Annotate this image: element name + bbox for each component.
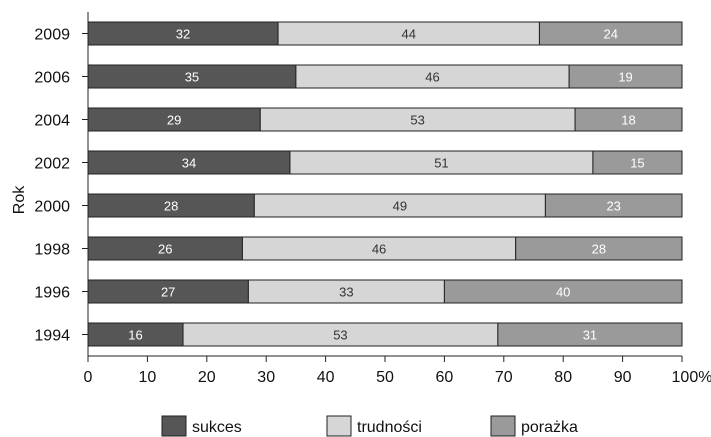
bar-segment bbox=[497, 322, 683, 347]
data-label: 16 bbox=[128, 328, 142, 343]
category-label: 1996 bbox=[34, 285, 70, 302]
x-tick-label: 50 bbox=[376, 369, 394, 386]
data-label: 35 bbox=[185, 70, 199, 85]
data-label: 49 bbox=[393, 199, 407, 214]
x-tick-label: 10 bbox=[139, 369, 157, 386]
data-label: 53 bbox=[410, 113, 424, 128]
category-label: 1998 bbox=[34, 242, 70, 259]
legend-swatch bbox=[326, 415, 352, 437]
category-label: 2006 bbox=[34, 70, 70, 87]
legend-swatch bbox=[490, 415, 516, 437]
data-label: 26 bbox=[158, 242, 172, 257]
data-label: 44 bbox=[402, 27, 416, 42]
bar-segment bbox=[544, 193, 683, 218]
legend-label: trudności bbox=[357, 419, 422, 436]
y-axis-title: Rok bbox=[11, 185, 28, 214]
x-tick-label: 20 bbox=[198, 369, 216, 386]
data-label: 46 bbox=[372, 242, 386, 257]
bar-segment bbox=[443, 279, 683, 304]
x-tick-label: 80 bbox=[554, 369, 572, 386]
category-labels: 2009 2006 2004 2002 2000 1998 1996 1994 bbox=[34, 27, 88, 345]
data-label: 32 bbox=[176, 27, 190, 42]
legend-item: trudności bbox=[326, 415, 422, 437]
x-tick-label: 90 bbox=[614, 369, 632, 386]
x-tick-label: 0 bbox=[84, 369, 93, 386]
x-tick-label: 40 bbox=[317, 369, 335, 386]
data-label: 28 bbox=[592, 242, 606, 257]
data-label: 33 bbox=[339, 285, 353, 300]
x-tick-label: 100% bbox=[672, 369, 711, 386]
data-label: 31 bbox=[583, 328, 597, 343]
data-label: 34 bbox=[182, 156, 196, 171]
category-label: 1994 bbox=[34, 328, 70, 345]
x-tick-label: 60 bbox=[436, 369, 454, 386]
data-label: 15 bbox=[630, 156, 644, 171]
bar-segment bbox=[574, 107, 683, 132]
data-label: 18 bbox=[621, 113, 635, 128]
plot-frame bbox=[87, 12, 682, 357]
data-label: 40 bbox=[556, 285, 570, 300]
data-label: 19 bbox=[618, 70, 632, 85]
legend-swatch bbox=[161, 415, 187, 437]
bar-segment bbox=[592, 150, 683, 175]
data-label: 28 bbox=[164, 199, 178, 214]
bar-segment bbox=[538, 21, 683, 46]
category-label: 2004 bbox=[34, 113, 70, 130]
legend-label: sukces bbox=[192, 419, 242, 436]
legend-item: sukces bbox=[161, 415, 242, 437]
data-label: 27 bbox=[161, 285, 175, 300]
bar-segment bbox=[568, 64, 683, 89]
x-axis: 0 10 20 30 40 50 60 70 80 90 100% bbox=[84, 356, 711, 386]
data-label: 23 bbox=[606, 199, 620, 214]
category-label: 2009 bbox=[34, 27, 70, 44]
data-label: 24 bbox=[603, 27, 617, 42]
x-tick-label: 30 bbox=[257, 369, 275, 386]
data-label: 51 bbox=[434, 156, 448, 171]
data-label: 29 bbox=[167, 113, 181, 128]
bar-segment bbox=[515, 236, 683, 261]
bars: 32 44 24 35 46 19 29 53 18 34 51 15 28 49 23 26 46 28 27 33… bbox=[87, 21, 683, 347]
data-label: 53 bbox=[333, 328, 347, 343]
x-tick-label: 70 bbox=[495, 369, 513, 386]
legend-item: porażka bbox=[490, 415, 578, 437]
legend: sukces trudności porażka bbox=[161, 415, 578, 437]
category-label: 2000 bbox=[34, 199, 70, 216]
data-label: 46 bbox=[425, 70, 439, 85]
legend-label: porażka bbox=[521, 419, 578, 436]
category-label: 2002 bbox=[34, 156, 70, 173]
